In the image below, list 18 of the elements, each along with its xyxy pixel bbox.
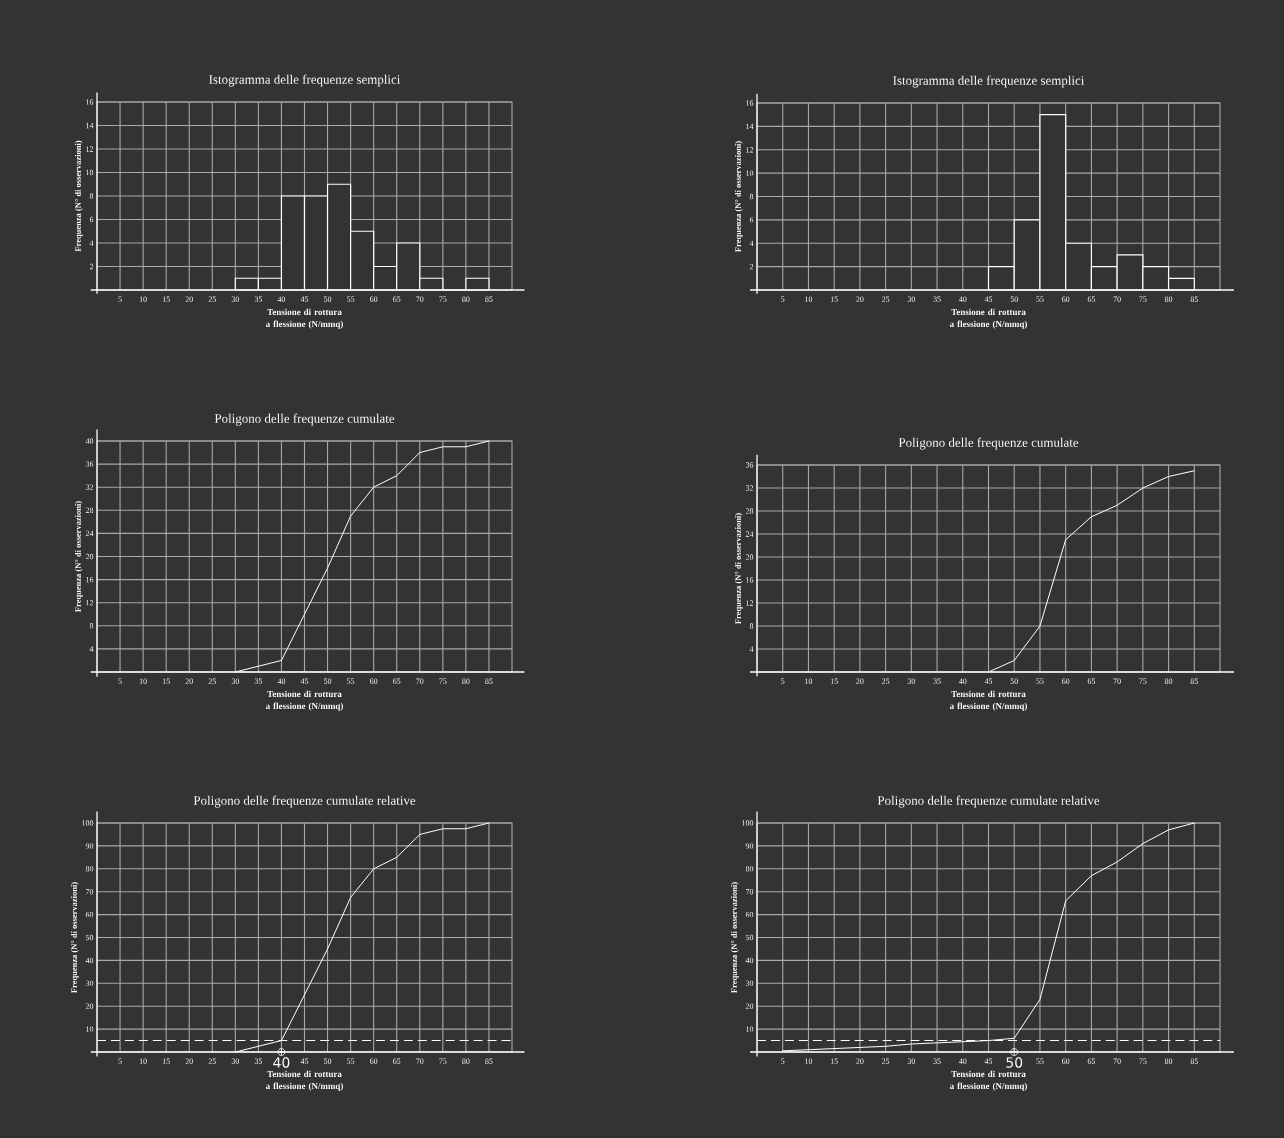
x-axis-title: Tensione di rottura a flessione (N/mmq): [949, 308, 1027, 329]
y-axis-title: Frequenza (N° di osservazioni): [74, 501, 83, 612]
chart-title: Poligono delle frequenze cumulate: [214, 413, 395, 426]
y-axis-title: Frequenza (N° di osservazioni): [734, 141, 743, 252]
y-axis-title: Frequenza (N° di osservazioni): [74, 140, 83, 252]
y-axis-title: Frequenza (N° di osservazioni): [734, 513, 743, 624]
chart-title: Poligono delle frequenze cumulate: [898, 437, 1079, 450]
y-axis-title: Frequenza (N° di osservazioni): [731, 882, 739, 993]
chart-title: Istogramma delle frequenze semplici: [893, 75, 1085, 88]
x-axis-title: Tensione di rottura a flessione (N/mmq): [949, 1070, 1027, 1091]
y-axis-title: Frequenza (N° di osservazioni): [70, 882, 79, 993]
chart-title: Istogramma delle frequenze semplici: [209, 74, 401, 87]
x-axis-title: Tensione di rottura a flessione (N/mmq): [265, 308, 343, 329]
x-axis-title: Tensione di rottura a flessione (N/mmq): [265, 690, 343, 711]
x-axis-title: Tensione di rottura a flessione (N/mmq): [265, 1070, 343, 1091]
x-axis-title: Tensione di rottura a flessione (N/mmq): [949, 690, 1027, 711]
chart-title: Poligono delle frequenze cumulate relative: [877, 795, 1100, 808]
chart-title: Poligono delle frequenze cumulate relative: [193, 795, 416, 808]
